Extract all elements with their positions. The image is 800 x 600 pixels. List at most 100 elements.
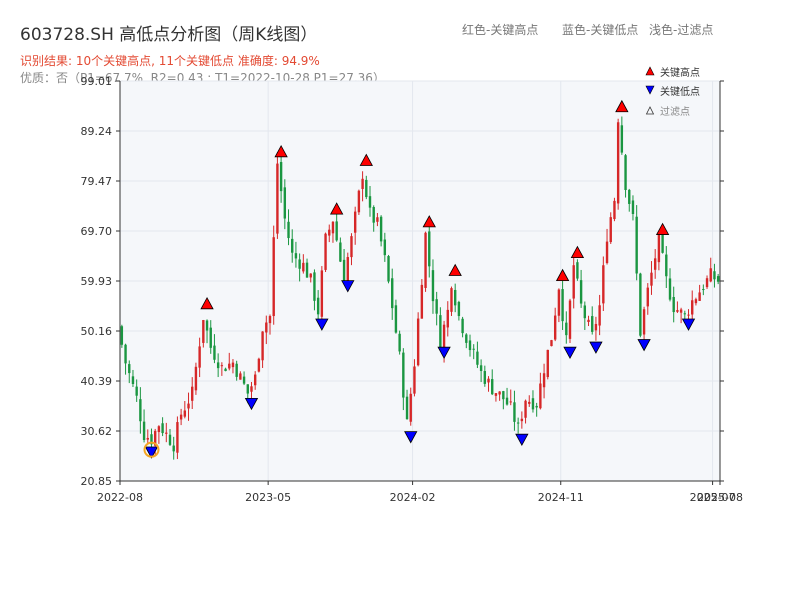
candle-body (198, 346, 201, 368)
candle-body (131, 376, 135, 384)
key-high-marker (422, 215, 436, 228)
candle-body (628, 189, 631, 204)
candle-body (305, 262, 309, 278)
candle-body (505, 397, 509, 405)
candle-body (605, 241, 609, 264)
candle-body (316, 297, 320, 315)
candle-body (513, 402, 516, 422)
candle-body (361, 178, 364, 189)
candle-body (372, 207, 375, 223)
legend-high-symbol (645, 66, 655, 76)
candle-body (253, 374, 257, 386)
key-low-marker (341, 280, 355, 293)
recognition-summary: 识别结果: 10个关键高点, 11个关键低点 准确度: 94.9% (20, 54, 320, 68)
candle-body (672, 296, 675, 313)
candle-body (457, 301, 461, 317)
key-high-marker (448, 263, 462, 276)
candle-body (172, 445, 175, 452)
x-tick-label: 2022-08 (97, 491, 143, 504)
candle-body (220, 365, 224, 367)
candle-body (572, 265, 575, 299)
candle-body (479, 365, 483, 371)
candle-body (135, 386, 138, 396)
candle-body (702, 289, 705, 291)
candle-body (168, 434, 172, 445)
markers-group (143, 99, 696, 459)
candle-body (268, 316, 272, 324)
key-high-marker (329, 202, 344, 215)
candle-body (383, 239, 387, 256)
x-tick-label: 2023-05 (245, 491, 291, 504)
candle-body (450, 288, 453, 312)
candle-body (302, 262, 305, 272)
candle-body (139, 399, 142, 422)
legend-blue-text: 蓝色-关键低点 (562, 23, 639, 37)
candle-body (535, 405, 538, 408)
candle-body (287, 221, 290, 239)
candle-body (676, 310, 679, 312)
candle-body (524, 400, 527, 418)
key-low-marker (315, 318, 329, 331)
candle-body (679, 309, 683, 313)
candle-body (653, 258, 657, 270)
y-tick-label: 89.24 (81, 125, 113, 138)
candle-body (594, 323, 598, 331)
legend-red-text: 红色-关键高点 (462, 23, 539, 37)
candle-body (376, 217, 379, 222)
candle-body (435, 299, 438, 314)
key-high-marker (655, 222, 670, 235)
candle-body (642, 309, 646, 335)
candle-body (294, 253, 298, 259)
candle-body (646, 287, 649, 307)
candle-body (516, 422, 520, 424)
candle-body (353, 211, 357, 233)
candle-body (191, 386, 194, 401)
candle-body (187, 403, 190, 409)
candle-body (257, 358, 261, 372)
key-low-marker (515, 433, 529, 447)
candle-body (339, 242, 342, 262)
candle-body (331, 221, 335, 234)
candle-body (224, 368, 227, 372)
candle-body (157, 426, 161, 433)
candle-body (335, 221, 338, 241)
candle-body (476, 351, 479, 365)
candle-body (550, 340, 553, 347)
candle-body (179, 414, 183, 420)
candle-body (631, 200, 635, 215)
candle-body (279, 162, 283, 192)
candle-body (120, 326, 124, 345)
candle-body (613, 200, 616, 220)
candle-body (313, 272, 316, 301)
candle-body (620, 125, 624, 153)
candle-body (439, 315, 442, 350)
candle-body (265, 322, 268, 333)
candle-body (602, 265, 605, 304)
candle-body (491, 379, 494, 395)
candle-body (398, 333, 401, 352)
y-tick-label: 30.62 (81, 425, 113, 438)
candle-body (576, 262, 579, 279)
candle-body (324, 233, 327, 270)
candle-body (231, 362, 235, 368)
candle-body (598, 305, 601, 326)
candle-body (561, 289, 564, 322)
x-tick-label: 2024-11 (538, 491, 584, 504)
legend-filtered-label: 过滤点 (660, 105, 690, 118)
candle-body (579, 280, 583, 304)
candle-body (694, 299, 698, 304)
candle-body (657, 232, 661, 263)
candle-body (391, 278, 394, 309)
candle-body (153, 430, 157, 446)
candle-body (165, 432, 168, 434)
axes-group: 99.01 89.24 79.47 69.70 59.93 50.16 40.39 30.62… (81, 75, 743, 504)
candle-body (342, 259, 346, 282)
candle-body (213, 345, 216, 360)
candle-body (205, 320, 209, 331)
candle-body (687, 314, 690, 316)
x-tick-label: 2025-07 (690, 491, 736, 504)
candle-body (357, 190, 361, 213)
candle-body (298, 259, 301, 269)
candle-body (350, 236, 353, 258)
